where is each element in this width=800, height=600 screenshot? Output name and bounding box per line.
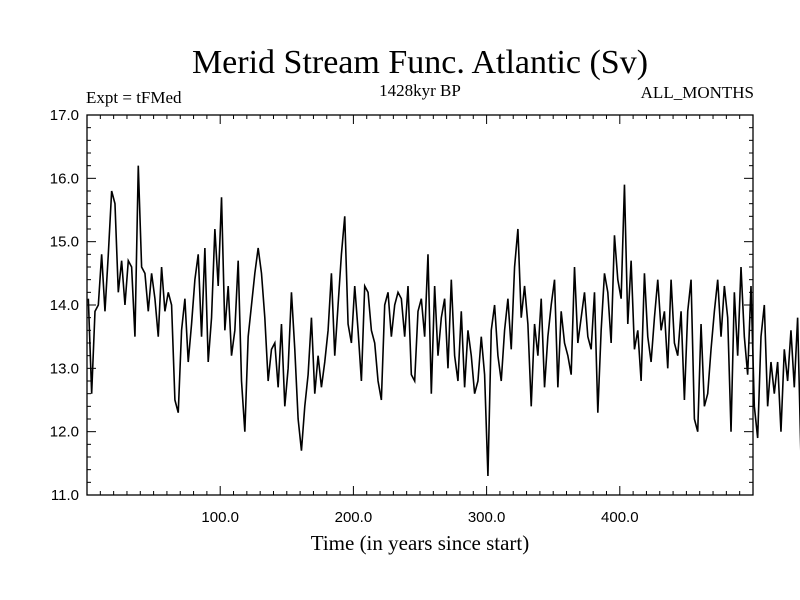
series-line bbox=[87, 165, 800, 477]
y-tick-label: 16.0 bbox=[50, 170, 79, 187]
x-tick-label: 200.0 bbox=[335, 509, 373, 526]
y-tick-label: 12.0 bbox=[50, 424, 79, 441]
plot-frame bbox=[86, 114, 754, 496]
y-tick-label: 15.0 bbox=[50, 234, 79, 251]
x-axis-label: Time (in years since start) bbox=[311, 531, 530, 555]
axis-tick-labels: 100.0 200.0 300.0 400.0 11.0 12.0 13.0 14.0 15.0… bbox=[50, 107, 639, 526]
x-tick-label: 100.0 bbox=[201, 509, 239, 526]
period-label: ALL_MONTHS bbox=[641, 83, 754, 102]
chart-title: Merid Stream Func. Atlantic (Sv) bbox=[192, 44, 648, 81]
series-layer bbox=[87, 165, 800, 477]
y-tick-label: 14.0 bbox=[50, 297, 79, 314]
experiment-label: Expt = tFMed bbox=[86, 88, 182, 107]
x-tick-label: 400.0 bbox=[601, 509, 639, 526]
y-tick-label: 13.0 bbox=[50, 360, 79, 377]
x-tick-label: 300.0 bbox=[468, 509, 506, 526]
y-tick-label: 17.0 bbox=[50, 107, 79, 124]
chart-subtitle: 1428kyr BP bbox=[379, 81, 461, 100]
y-tick-label: 11.0 bbox=[51, 487, 79, 504]
